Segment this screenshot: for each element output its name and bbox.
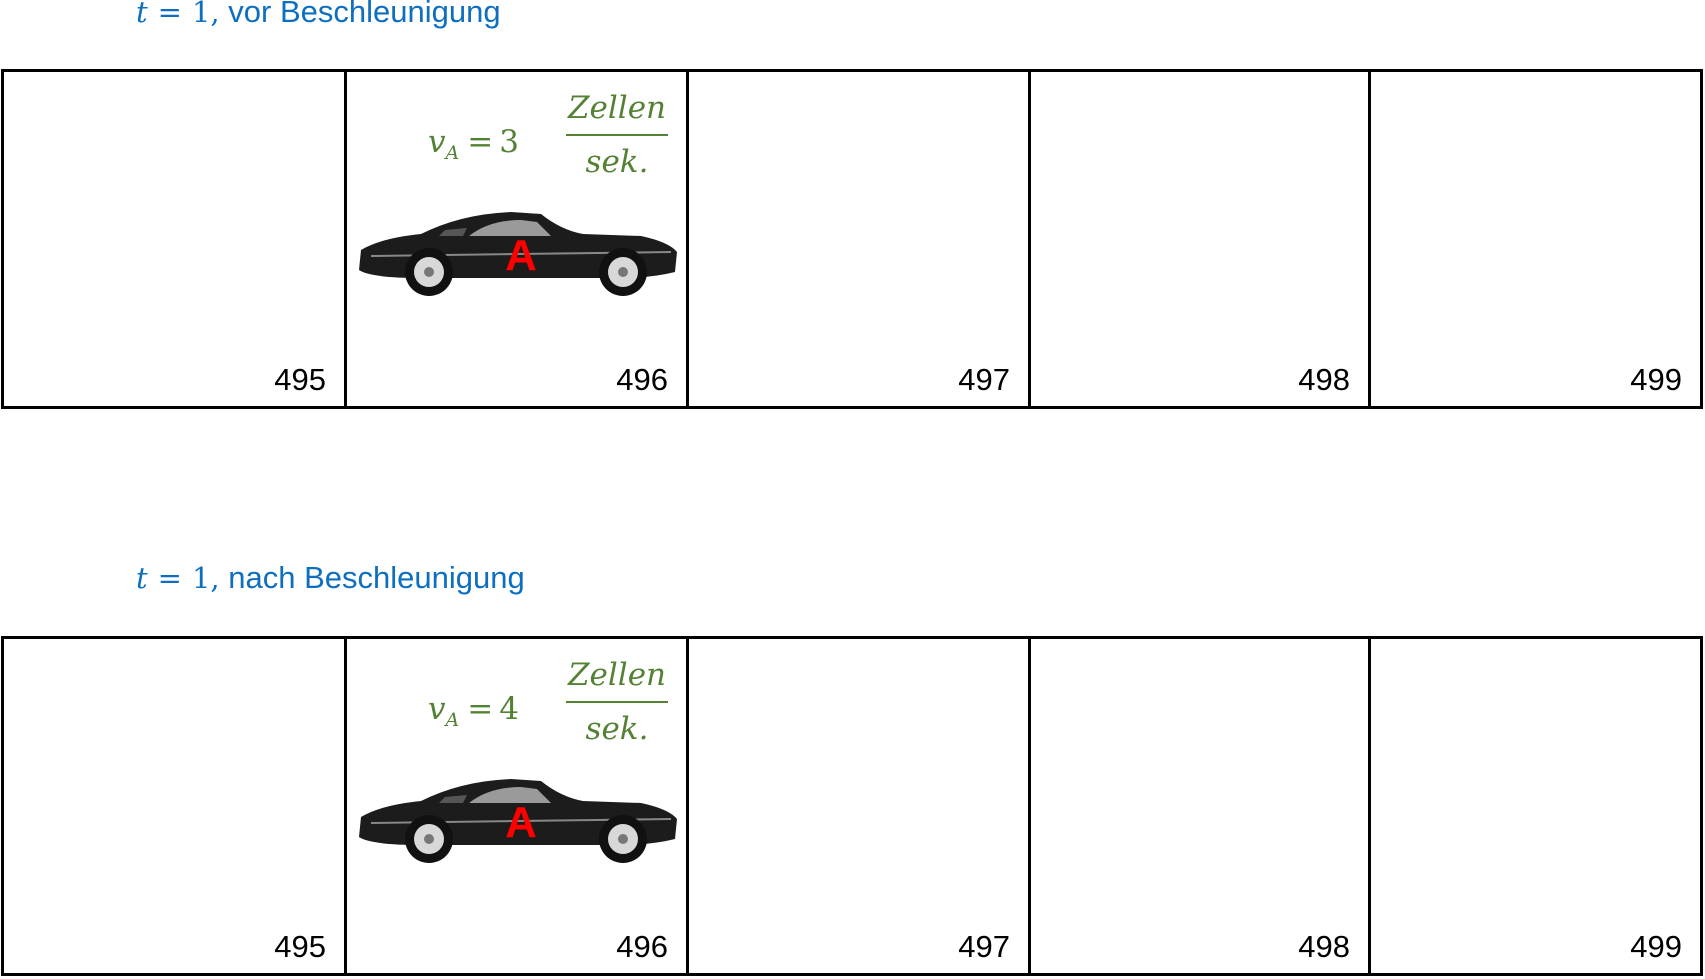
velocity-label: vA = 3 Zellen sek. [428, 86, 668, 196]
time-variable: t [136, 0, 148, 29]
velocity-value: 4 [499, 691, 519, 727]
equals-sign: = [467, 124, 494, 160]
time-variable: t [136, 561, 148, 595]
cell-number: 496 [616, 929, 668, 964]
cell-495: 495 [4, 639, 344, 973]
velocity-subscript: A [445, 142, 460, 165]
cell-number: 497 [958, 362, 1010, 397]
heading-text: vor Beschleunigung [228, 0, 501, 29]
unit-denominator: sek. [585, 144, 649, 180]
equals-sign: = [467, 691, 494, 727]
equals-sign: = [157, 0, 182, 29]
cell-499: 499 [1368, 639, 1700, 973]
cell-498: 498 [1028, 72, 1368, 406]
heading-text: nach Beschleunigung [228, 560, 525, 595]
cell-number: 495 [274, 929, 326, 964]
cell-strip-after: 495 vA = 4 Zellen sek. A 496 497 498 499 [1, 636, 1703, 976]
unit-denominator: sek. [585, 711, 649, 747]
velocity-variable: v [428, 691, 446, 727]
cell-497: 497 [686, 72, 1028, 406]
velocity-subscript: A [445, 709, 460, 732]
time-value: 1, [191, 0, 220, 29]
fraction-bar [566, 701, 668, 703]
panel-2-heading: t = 1, nach Beschleunigung [136, 560, 525, 596]
cell-498: 498 [1028, 639, 1368, 973]
cell-499: 499 [1368, 72, 1700, 406]
cell-number: 499 [1630, 362, 1682, 397]
time-value: 1, [191, 561, 220, 595]
cell-number: 498 [1298, 362, 1350, 397]
velocity-unit-fraction: Zellen sek. [566, 653, 668, 751]
cell-number: 495 [274, 362, 326, 397]
car-label: A [505, 798, 537, 847]
equals-sign: = [157, 561, 182, 595]
cell-496: vA = 4 Zellen sek. A 496 [344, 639, 686, 973]
cell-strip-before: 495 vA = 3 Zellen sek. A 496 497 498 499 [1, 69, 1703, 409]
velocity-value: 3 [499, 124, 519, 160]
car-icon: A [359, 212, 677, 296]
cell-number: 499 [1630, 929, 1682, 964]
cell-496: vA = 3 Zellen sek. A 496 [344, 72, 686, 406]
velocity-label: vA = 4 Zellen sek. [428, 653, 668, 763]
car-icon: A [359, 779, 677, 863]
fraction-bar [566, 134, 668, 136]
unit-numerator: Zellen [567, 657, 667, 693]
cell-number: 497 [958, 929, 1010, 964]
car-label: A [505, 231, 537, 280]
unit-numerator: Zellen [567, 90, 667, 126]
cell-495: 495 [4, 72, 344, 406]
cell-number: 498 [1298, 929, 1350, 964]
velocity-variable: v [428, 124, 446, 160]
velocity-unit-fraction: Zellen sek. [566, 86, 668, 184]
cell-497: 497 [686, 639, 1028, 973]
cell-number: 496 [616, 362, 668, 397]
panel-1-heading: t = 1, vor Beschleunigung [136, 0, 501, 30]
